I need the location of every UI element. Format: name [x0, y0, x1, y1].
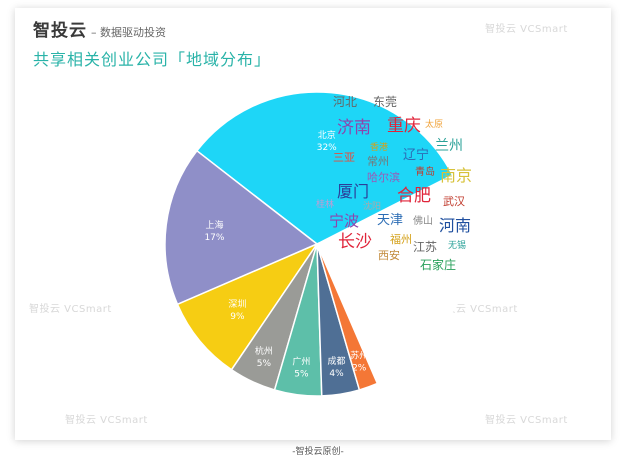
word-cloud-city: 合肥: [397, 186, 431, 206]
word-cloud-city: 长沙: [338, 232, 372, 252]
word-cloud-city: 重庆: [387, 116, 421, 136]
word-cloud-city: 东莞: [373, 95, 398, 109]
word-cloud-city: 兰州: [435, 138, 463, 154]
slice-percent: 32%: [317, 143, 337, 153]
word-cloud-city: 香港: [370, 143, 389, 153]
slice-label: 杭州: [255, 345, 273, 357]
slice-label: 苏州: [350, 349, 368, 361]
word-cloud-city: 常州: [367, 155, 389, 168]
word-cloud-city: 青岛: [415, 167, 435, 178]
watermark-bottom-right: 智投云 VCSmart: [485, 415, 568, 426]
word-cloud-city: 济南: [337, 118, 371, 138]
slice-percent: 2%: [352, 363, 367, 373]
watermark-top-right: 智投云 VCSmart: [485, 24, 568, 35]
pie-slice-1: [164, 149, 319, 306]
word-cloud-city: 石家庄: [420, 258, 457, 272]
word-cloud-city: 南京: [440, 166, 473, 185]
word-cloud-city: 三亚: [333, 151, 355, 164]
pie-slice-2: [176, 242, 320, 371]
watermark-mid-left: 智投云 VCSmart: [29, 304, 112, 315]
slice-label: 广州: [292, 356, 310, 368]
word-cloud-city: 沈阳: [363, 202, 382, 212]
word-cloud-city: 太原: [425, 120, 444, 130]
word-cloud-city: 厦门: [337, 182, 370, 201]
word-cloud-city: 武汉: [443, 195, 465, 208]
word-cloud-city: 辽宁: [403, 148, 430, 163]
slice-label: 深圳: [228, 299, 246, 310]
slice-percent: 5%: [294, 370, 309, 380]
watermark-mid-right: 智投云 VCSmart: [435, 304, 518, 315]
brand-tagline: – 数据驱动投资: [91, 26, 166, 39]
pie-slice-0: [195, 91, 454, 245]
word-cloud-city: 河南: [439, 216, 472, 235]
chart-card: 智投云 – 数据驱动投资 共享相关创业公司「地域分布」 智投云 VCSmart …: [15, 8, 611, 440]
slice-percent: 17%: [204, 233, 224, 243]
slice-label: 成都: [327, 355, 345, 367]
slice-percent: 5%: [257, 359, 272, 369]
brand-name: 智投云: [33, 21, 87, 41]
word-cloud-city: 江苏: [413, 240, 438, 254]
footer-credit: -智投云原创-: [292, 447, 344, 457]
watermark-bottom-left: 智投云 VCSmart: [65, 415, 148, 426]
word-cloud-city: 河北: [333, 95, 358, 109]
word-cloud-city: 佛山: [413, 216, 433, 227]
pie-slice-6: [316, 243, 379, 391]
word-cloud-city: 福州: [390, 233, 412, 246]
brand-header: 智投云 – 数据驱动投资: [33, 16, 166, 41]
slice-label: 北京: [318, 129, 336, 141]
word-cloud-city: 西安: [378, 249, 400, 262]
pie-slice-7: [317, 174, 470, 384]
word-cloud-city: 桂林: [316, 200, 335, 210]
word-cloud-city: 天津: [377, 213, 404, 228]
word-cloud-city: 哈尔滨: [367, 171, 400, 184]
slice-percent: 9%: [230, 312, 245, 322]
slice-percent: 4%: [329, 369, 344, 379]
pie-chart: 北京 32% 上海 17% 深圳 9% 杭州 5% 广州 5% 成都 4% 苏州 2%: [164, 91, 470, 397]
slice-label: 上海: [205, 219, 223, 231]
chart-title: 共享相关创业公司「地域分布」: [33, 50, 272, 69]
word-cloud-city: 无锡: [448, 241, 467, 251]
word-cloud-city: 宁波: [329, 212, 360, 230]
